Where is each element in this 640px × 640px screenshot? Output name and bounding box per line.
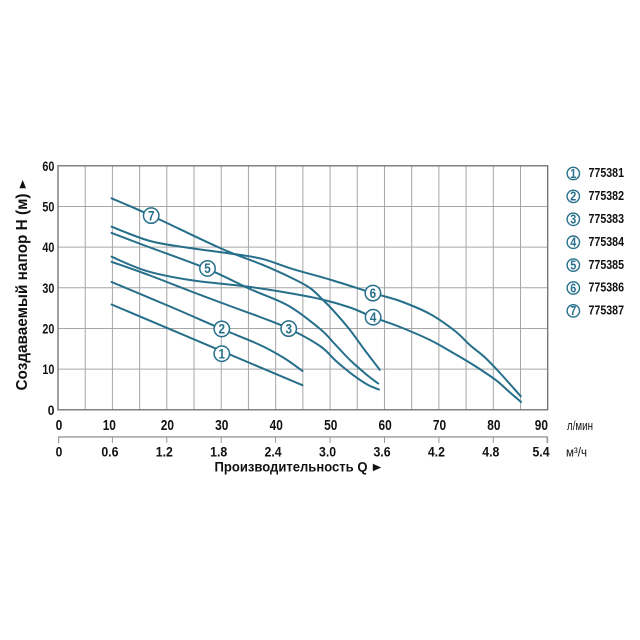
svg-text:775384: 775384: [589, 234, 625, 249]
svg-text:90: 90: [535, 418, 548, 434]
svg-text:5.4: 5.4: [532, 444, 550, 459]
svg-text:4: 4: [370, 310, 377, 325]
svg-text:7: 7: [570, 304, 576, 318]
svg-text:3: 3: [285, 321, 292, 336]
svg-text:3.6: 3.6: [373, 444, 390, 459]
svg-text:775383: 775383: [589, 211, 625, 226]
svg-text:50: 50: [324, 418, 337, 434]
svg-text:0: 0: [56, 418, 63, 434]
svg-text:10: 10: [103, 418, 116, 434]
svg-text:0: 0: [56, 444, 63, 459]
svg-text:20: 20: [161, 418, 174, 434]
svg-text:4: 4: [570, 236, 576, 250]
svg-text:1.2: 1.2: [156, 444, 173, 459]
svg-text:775381: 775381: [589, 165, 625, 180]
svg-text:2: 2: [570, 190, 576, 204]
svg-text:м³/ч: м³/ч: [566, 444, 587, 459]
svg-text:5: 5: [570, 258, 576, 272]
svg-text:Производительность Q: Производительность Q: [215, 459, 368, 475]
svg-text:2: 2: [219, 322, 226, 337]
svg-text:л/мин: л/мин: [567, 418, 593, 433]
svg-text:10: 10: [42, 361, 54, 377]
svg-text:775382: 775382: [589, 188, 625, 203]
svg-text:775386: 775386: [589, 280, 625, 295]
svg-text:30: 30: [42, 280, 54, 296]
svg-text:50: 50: [42, 199, 54, 215]
svg-text:775387: 775387: [589, 303, 625, 318]
svg-text:Создаваемый напор H (м): Создаваемый напор H (м): [14, 194, 31, 391]
svg-text:3.0: 3.0: [319, 444, 336, 459]
svg-text:1.8: 1.8: [210, 444, 228, 459]
svg-text:1: 1: [219, 347, 226, 362]
svg-text:3: 3: [570, 213, 576, 227]
svg-text:20: 20: [42, 321, 54, 337]
svg-text:775385: 775385: [589, 257, 625, 272]
svg-text:1: 1: [570, 167, 576, 181]
svg-text:6: 6: [370, 286, 377, 301]
svg-text:6: 6: [570, 281, 576, 295]
svg-text:5: 5: [204, 261, 211, 276]
svg-text:2.4: 2.4: [265, 444, 283, 459]
svg-text:80: 80: [487, 418, 500, 434]
svg-text:30: 30: [215, 418, 228, 434]
svg-text:40: 40: [270, 418, 283, 434]
svg-text:0: 0: [48, 402, 55, 418]
svg-text:0.6: 0.6: [101, 444, 118, 459]
svg-text:4.2: 4.2: [428, 444, 445, 459]
svg-text:70: 70: [433, 418, 446, 434]
svg-text:60: 60: [379, 418, 392, 434]
svg-text:40: 40: [42, 239, 54, 255]
svg-text:7: 7: [148, 208, 155, 223]
svg-text:4.8: 4.8: [482, 444, 500, 459]
svg-text:60: 60: [42, 158, 54, 174]
